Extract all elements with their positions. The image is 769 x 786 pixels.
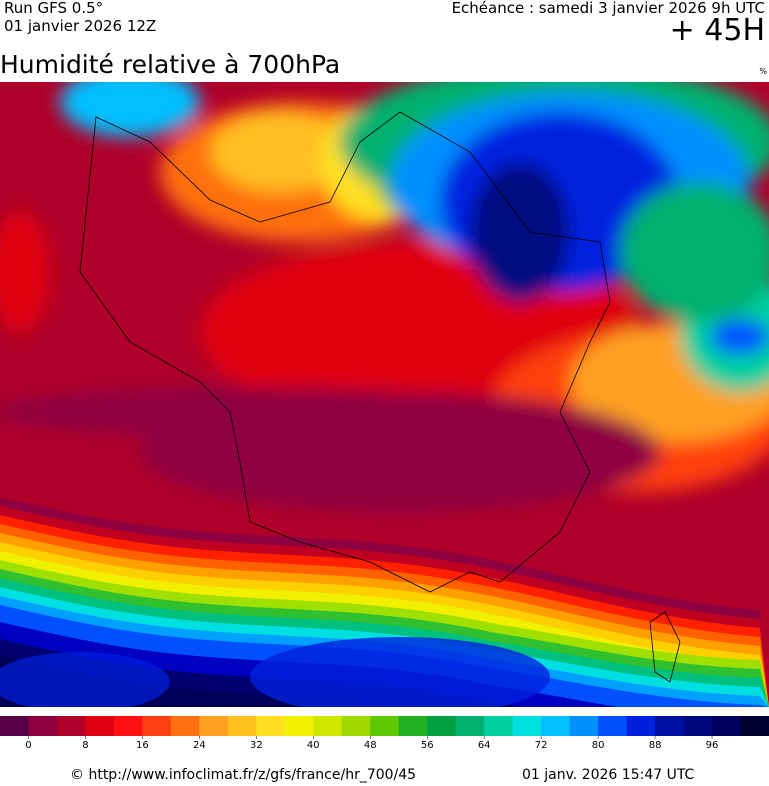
colorbar-tick-label: 40 <box>307 740 320 751</box>
colorbar-swatch <box>142 716 172 736</box>
humidity-patch <box>250 637 550 707</box>
field <box>0 82 769 707</box>
humidity-patch <box>0 652 170 707</box>
map <box>0 82 769 707</box>
field-bands <box>0 497 769 707</box>
colorbar-swatch <box>256 716 286 736</box>
humidity-band <box>0 656 769 707</box>
colorbar-swatch <box>655 716 685 736</box>
colorbar-swatch <box>569 716 599 736</box>
colorbar-swatch <box>113 716 143 736</box>
colorbar-swatch <box>484 716 514 736</box>
timestamp: 01 janv. 2026 15:47 UTC <box>522 767 695 783</box>
colorbar-swatch <box>313 716 343 736</box>
colorbar-swatch <box>341 716 371 736</box>
colorbar: 0 8 16 24 32 40 48 56 64 72 80 88 96 <box>0 716 769 751</box>
colorbar-tick-label: 16 <box>136 740 149 751</box>
run-date: 01 janvier 2026 12Z <box>4 17 157 35</box>
colorbar-swatch <box>683 716 713 736</box>
colorbar-swatch <box>199 716 229 736</box>
horizon: + 45H <box>669 13 765 48</box>
colorbar-swatch <box>712 716 742 736</box>
colorbar-swatch <box>370 716 400 736</box>
colorbar-swatch <box>427 716 457 736</box>
colorbar-swatch <box>0 716 29 736</box>
colorbar-swatch <box>28 716 58 736</box>
colorbar-swatch <box>541 716 571 736</box>
corsica <box>649 611 681 683</box>
echeance: Echéance : samedi 3 janvier 2026 9h UTC <box>451 0 765 17</box>
colorbar-swatch <box>512 716 542 736</box>
colorbar-tick-label: 96 <box>706 740 719 751</box>
colorbar-tick-label: 80 <box>592 740 605 751</box>
colorbar-tick-label: 64 <box>478 740 491 751</box>
colorbar-tick-label: 24 <box>193 740 206 751</box>
unit: % <box>759 67 767 76</box>
colorbar-swatch <box>398 716 428 736</box>
source-url: © http://www.infoclimat.fr/z/gfs/france/… <box>70 767 417 783</box>
colorbar-swatch <box>56 716 86 736</box>
field-blobs <box>0 82 769 512</box>
colorbar-tick-label: 56 <box>421 740 434 751</box>
colorbar-tick-label: 8 <box>82 740 88 751</box>
colorbar-swatch <box>227 716 257 736</box>
colorbar-swatch <box>284 716 314 736</box>
colorbar-swatch <box>740 716 769 736</box>
run-label: Run GFS 0.5° <box>4 0 104 17</box>
colorbar-swatch <box>598 716 628 736</box>
colorbar-swatch <box>626 716 656 736</box>
coastline <box>79 111 611 593</box>
colorbar-tick-label: 88 <box>649 740 662 751</box>
colorbar-swatch <box>85 716 115 736</box>
colorbar-swatch <box>455 716 485 736</box>
colorbar-swatch <box>170 716 200 736</box>
colorbar-tick-label: 72 <box>535 740 548 751</box>
map-title: Humidité relative à 700hPa <box>0 50 341 79</box>
colorbar-tick-label: 0 <box>25 740 31 751</box>
colorbar-tick-label: 48 <box>364 740 377 751</box>
colorbar-tick-label: 32 <box>250 740 263 751</box>
